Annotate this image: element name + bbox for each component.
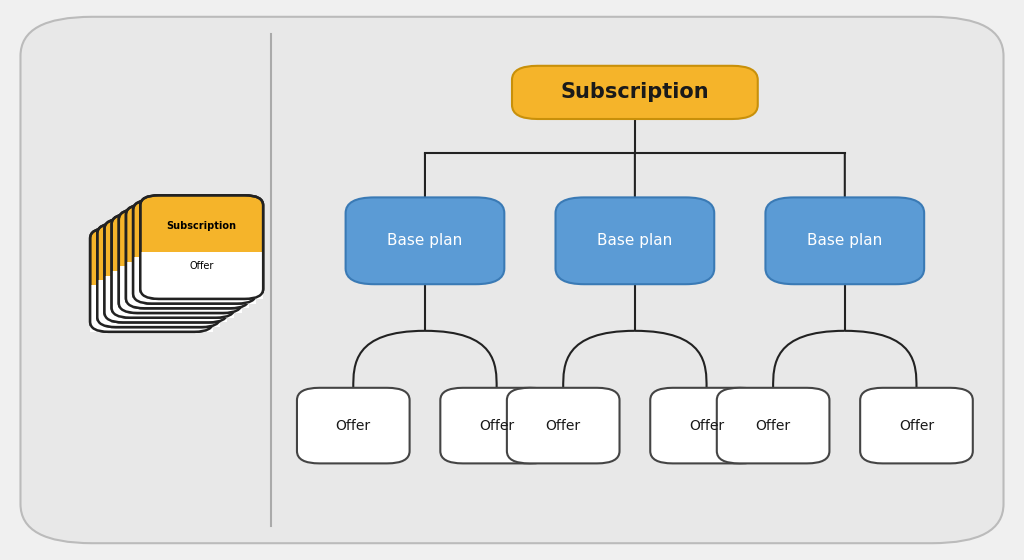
FancyBboxPatch shape bbox=[650, 388, 763, 464]
FancyBboxPatch shape bbox=[512, 66, 758, 119]
FancyBboxPatch shape bbox=[97, 223, 220, 327]
Bar bbox=[126, 262, 249, 308]
Text: Offer: Offer bbox=[899, 419, 934, 432]
FancyBboxPatch shape bbox=[112, 214, 234, 318]
Text: Offer: Offer bbox=[756, 419, 791, 432]
Text: Base plan: Base plan bbox=[597, 234, 673, 248]
FancyBboxPatch shape bbox=[126, 204, 249, 308]
Bar bbox=[140, 252, 263, 299]
FancyBboxPatch shape bbox=[20, 17, 1004, 543]
Text: Offer: Offer bbox=[336, 419, 371, 432]
Text: Base plan: Base plan bbox=[807, 234, 883, 248]
FancyBboxPatch shape bbox=[345, 198, 504, 284]
FancyBboxPatch shape bbox=[717, 388, 829, 464]
Bar bbox=[104, 276, 227, 323]
FancyBboxPatch shape bbox=[765, 198, 924, 284]
Text: Offer: Offer bbox=[689, 419, 724, 432]
FancyBboxPatch shape bbox=[860, 388, 973, 464]
FancyBboxPatch shape bbox=[119, 209, 242, 313]
Text: Base plan: Base plan bbox=[387, 234, 463, 248]
FancyBboxPatch shape bbox=[440, 388, 553, 464]
Bar bbox=[119, 267, 242, 313]
FancyBboxPatch shape bbox=[555, 198, 715, 284]
FancyBboxPatch shape bbox=[140, 195, 263, 299]
FancyBboxPatch shape bbox=[133, 200, 256, 304]
FancyBboxPatch shape bbox=[104, 219, 227, 323]
Bar bbox=[97, 281, 220, 327]
FancyBboxPatch shape bbox=[297, 388, 410, 464]
Text: Offer: Offer bbox=[189, 261, 214, 270]
Text: Subscription: Subscription bbox=[560, 82, 710, 102]
FancyBboxPatch shape bbox=[507, 388, 620, 464]
Bar bbox=[90, 285, 213, 332]
Text: Subscription: Subscription bbox=[167, 221, 237, 231]
FancyBboxPatch shape bbox=[90, 228, 213, 332]
Text: Offer: Offer bbox=[546, 419, 581, 432]
Bar bbox=[133, 257, 256, 304]
Text: Offer: Offer bbox=[479, 419, 514, 432]
Bar bbox=[112, 271, 234, 318]
